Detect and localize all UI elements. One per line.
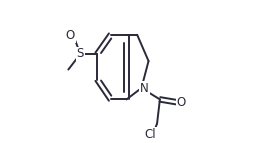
Text: O: O: [66, 29, 75, 42]
Text: Cl: Cl: [144, 128, 156, 141]
Text: N: N: [140, 82, 149, 95]
Text: S: S: [77, 47, 84, 60]
Text: O: O: [176, 96, 186, 109]
